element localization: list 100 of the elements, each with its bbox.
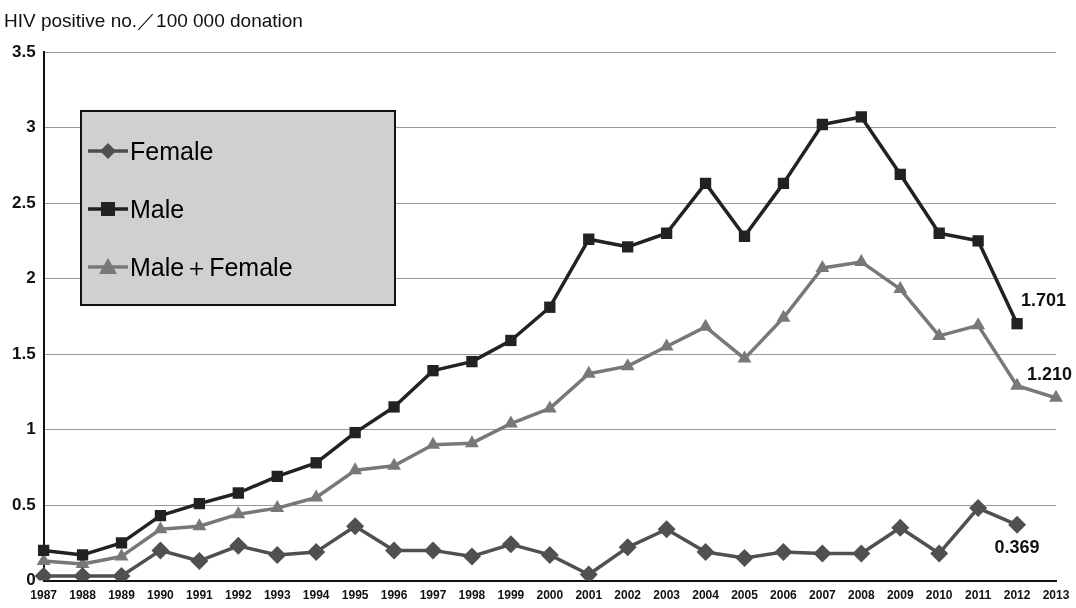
point bbox=[738, 230, 751, 242]
point bbox=[426, 436, 440, 449]
x-tick-label: 2000 bbox=[536, 588, 564, 603]
point bbox=[114, 548, 129, 561]
legend-label: Male bbox=[130, 194, 185, 224]
point bbox=[1011, 318, 1023, 330]
x-tick-label: 1992 bbox=[224, 588, 252, 603]
point bbox=[387, 457, 401, 470]
point bbox=[972, 235, 984, 247]
point bbox=[349, 426, 361, 439]
x-tick-label: 2010 bbox=[925, 588, 953, 603]
point bbox=[933, 227, 945, 239]
point bbox=[696, 542, 715, 561]
point bbox=[930, 544, 949, 563]
point bbox=[618, 538, 637, 557]
point bbox=[192, 518, 207, 531]
y-tick-label: 0 bbox=[26, 570, 36, 590]
point bbox=[388, 401, 400, 413]
point bbox=[540, 545, 559, 564]
x-tick-label: 1987 bbox=[30, 588, 58, 603]
point bbox=[232, 487, 244, 499]
point bbox=[190, 551, 209, 570]
point bbox=[579, 565, 598, 581]
point bbox=[813, 544, 832, 563]
point bbox=[659, 338, 674, 351]
point bbox=[385, 541, 404, 560]
y-tick-label: 0.5 bbox=[11, 494, 36, 514]
point bbox=[309, 489, 324, 502]
point bbox=[427, 365, 439, 377]
x-tick-label: 1991 bbox=[186, 588, 214, 603]
x-tick-label: 2006 bbox=[770, 588, 798, 603]
point bbox=[776, 309, 791, 322]
point bbox=[737, 350, 752, 363]
x-tick-label: 1994 bbox=[302, 588, 330, 603]
point bbox=[37, 544, 50, 557]
point bbox=[501, 535, 520, 554]
point bbox=[583, 233, 595, 245]
point bbox=[346, 517, 365, 536]
point bbox=[816, 118, 829, 131]
x-tick-label: 2007 bbox=[809, 588, 837, 603]
x-tick-label: 2003 bbox=[653, 588, 681, 603]
data-label: 1.210 bbox=[1026, 363, 1072, 384]
point bbox=[971, 317, 986, 330]
point bbox=[153, 521, 168, 534]
x-tick-label: 1988 bbox=[69, 588, 97, 603]
point bbox=[505, 334, 517, 347]
point bbox=[657, 520, 676, 539]
point bbox=[660, 227, 673, 239]
x-tick-label: 1999 bbox=[497, 588, 525, 603]
point bbox=[777, 177, 790, 190]
point bbox=[852, 544, 871, 563]
point bbox=[698, 318, 713, 331]
x-tick-label: 2009 bbox=[886, 588, 914, 603]
point bbox=[894, 168, 906, 180]
y-tick-label: 3 bbox=[26, 117, 36, 137]
y-tick-label: 2.5 bbox=[11, 192, 36, 212]
point bbox=[503, 415, 518, 428]
point bbox=[466, 355, 478, 368]
point bbox=[620, 358, 635, 371]
point bbox=[735, 548, 754, 567]
point bbox=[307, 542, 326, 561]
x-tick-label: 1997 bbox=[419, 588, 447, 603]
point bbox=[855, 111, 867, 123]
point bbox=[969, 499, 988, 518]
point bbox=[229, 536, 248, 555]
point bbox=[893, 281, 908, 294]
point bbox=[270, 500, 285, 513]
point bbox=[1008, 515, 1027, 534]
x-tick-label: 2012 bbox=[1003, 588, 1031, 603]
data-label: 1.701 bbox=[1021, 289, 1067, 310]
x-tick-label: 1995 bbox=[341, 588, 369, 603]
y-tick-label: 1 bbox=[26, 419, 36, 439]
point bbox=[1010, 377, 1024, 390]
data-label: 0.369 bbox=[994, 536, 1040, 557]
x-tick-label: 1990 bbox=[147, 588, 175, 603]
x-tick-label: 2008 bbox=[847, 588, 875, 603]
y-tick-label: 2 bbox=[26, 268, 36, 288]
y-axis-title: HIV positive no.／100 000 donation bbox=[4, 9, 303, 33]
legend-label: Female bbox=[130, 136, 214, 166]
point bbox=[310, 457, 322, 469]
point bbox=[891, 518, 910, 537]
point bbox=[76, 549, 89, 561]
point bbox=[1049, 389, 1063, 402]
point bbox=[854, 253, 869, 266]
point bbox=[154, 510, 167, 522]
point bbox=[815, 259, 830, 272]
point bbox=[622, 241, 634, 253]
point bbox=[465, 435, 479, 448]
x-tick-label: 2004 bbox=[692, 588, 720, 603]
x-tick-label: 2002 bbox=[614, 588, 642, 603]
point bbox=[268, 545, 287, 564]
x-tick-label: 2005 bbox=[731, 588, 759, 603]
x-tick-label: 1996 bbox=[380, 588, 408, 603]
point bbox=[581, 365, 596, 378]
x-tick-label: 2001 bbox=[575, 588, 603, 603]
y-tick-label: 3.5 bbox=[11, 41, 36, 61]
point bbox=[271, 470, 283, 483]
point bbox=[424, 541, 443, 560]
point bbox=[231, 506, 246, 519]
x-tick-label: 1989 bbox=[108, 588, 136, 603]
